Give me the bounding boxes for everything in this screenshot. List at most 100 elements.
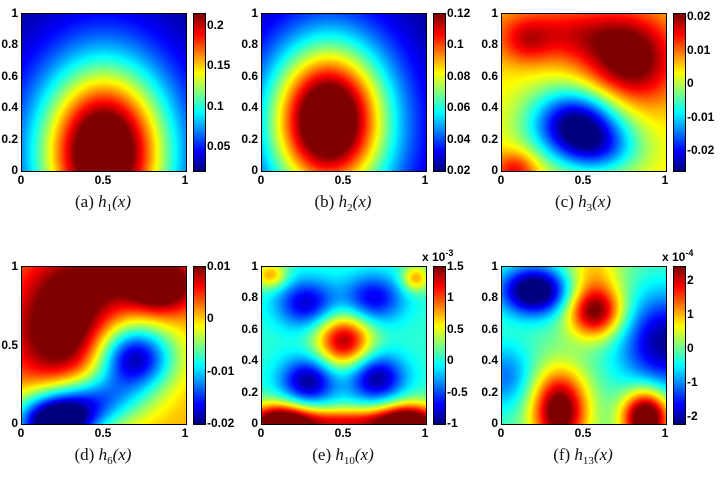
y-tick-label: 0 <box>251 416 258 430</box>
heatmap-f <box>501 266 667 425</box>
colorbar-b <box>433 13 446 172</box>
y-tick-label: 0.2 <box>241 131 258 146</box>
y-tick-label: 1 <box>251 6 258 20</box>
colorbar-tick-label: 0 <box>207 311 214 326</box>
y-tick-label: 0.8 <box>241 290 258 305</box>
colorbar-tick-label: 1 <box>687 306 694 321</box>
heatmap-a <box>21 13 187 172</box>
colorbar-tick-label: 0.01 <box>207 259 231 273</box>
caption-b-sub: 2 <box>347 202 353 214</box>
caption-c: (c) h3(x) <box>480 192 686 214</box>
x-tick-label: 0.5 <box>574 173 592 187</box>
colorbar-tick-label: 0.1 <box>447 37 464 52</box>
caption-d-sub: 6 <box>107 455 113 467</box>
x-tick-label: 1 <box>181 173 189 187</box>
caption-b-func: h <box>338 192 348 211</box>
y-tick-label: 0.5 <box>1 337 18 352</box>
colorbar-exponent-label: x 10-4 <box>662 248 694 264</box>
colorbar-tick-label: 0.02 <box>687 9 711 24</box>
colorbar-tick-label: -2 <box>687 409 698 424</box>
colorbar-tick-label: 0.05 <box>207 138 231 153</box>
y-tick-label: 0 <box>11 163 18 177</box>
colorbar-tick-label: 0.01 <box>687 42 711 57</box>
colorbar-tick-label: -0.01 <box>687 109 715 124</box>
colorbar-tick-label: 2 <box>687 272 694 287</box>
caption-f-sub: 13 <box>582 455 594 467</box>
colorbar-e <box>433 266 446 425</box>
caption-a-index: (a) <box>75 192 99 211</box>
x-tick-label: 0 <box>497 426 505 440</box>
caption-e-func: h <box>335 445 344 464</box>
y-tick-label: 0 <box>251 163 258 177</box>
caption-f-index: (f) <box>553 445 575 464</box>
colorbar-tick-label: 0.1 <box>207 98 224 113</box>
x-tick-label: 1 <box>181 426 189 440</box>
y-tick-label: 1 <box>491 259 498 273</box>
caption-a-sub: 1 <box>106 202 113 214</box>
heatmap-b <box>261 13 427 172</box>
y-tick-label: 0.4 <box>481 353 498 368</box>
y-tick-label: 0 <box>491 416 498 430</box>
caption-d-func: h <box>98 445 108 464</box>
colorbar-tick-label: -0.02 <box>207 416 235 430</box>
caption-a-func: h <box>98 192 107 211</box>
y-tick-label: 1 <box>491 6 498 20</box>
subplot-f: (f) h13(x) 1 0.8 0.6 0.4 0.2 0 0 0.5 1 2 1 0 -1 -2 x 1… <box>480 248 720 480</box>
caption-c-arg: (x) <box>592 192 611 211</box>
colorbar-tick-label: 0.06 <box>447 100 471 115</box>
caption-e-arg: (x) <box>354 445 374 464</box>
y-tick-label: 0.2 <box>481 384 498 399</box>
caption-f-func: h <box>574 445 583 464</box>
heatmap-e <box>261 266 427 425</box>
x-tick-label: 0.5 <box>334 173 352 187</box>
colorbar-tick-label: 0.12 <box>447 6 471 20</box>
colorbar-tick-label: 0.08 <box>447 68 471 83</box>
colorbar-tick-label: 0.02 <box>447 163 471 177</box>
y-tick-label: 0.8 <box>1 37 18 52</box>
caption-b-arg: (x) <box>352 192 372 211</box>
y-tick-label: 0.4 <box>241 100 258 115</box>
colorbar-exponent-label: x 10-3 <box>422 248 454 264</box>
colorbar-tick-label: 0 <box>687 76 694 91</box>
colorbar-tick-label: -0.01 <box>207 363 235 378</box>
colorbar-tick-label: 0 <box>447 353 454 368</box>
y-tick-label: 0.6 <box>241 68 258 83</box>
y-tick-label: 0.6 <box>481 321 498 336</box>
colorbar-c <box>673 13 686 172</box>
colorbar-tick-label: -0.5 <box>447 384 468 399</box>
caption-c-index: (c) <box>555 192 579 211</box>
colorbar-tick-label: 1.5 <box>447 259 464 273</box>
caption-f: (f) h13(x) <box>480 445 686 467</box>
y-tick-label: 0.8 <box>481 290 498 305</box>
x-tick-label: 0 <box>17 173 25 187</box>
colorbar-tick-label: 0 <box>687 340 694 355</box>
x-tick-label: 0.5 <box>94 173 112 187</box>
x-tick-label: 0 <box>497 173 505 187</box>
colorbar-tick-label: 1 <box>447 290 454 305</box>
subplot-e: (e) h10(x) 1 0.8 0.6 0.4 0.2 0 0 0.5 1 1.5 1 0.5 0 -0… <box>240 248 480 480</box>
colorbar-tick-label: -1 <box>687 375 698 390</box>
subplot-a: (a) h1(x) 1 0.8 0.6 0.4 0.2 0 0 0.5 1 0.2 0.15 0.1 0… <box>0 0 240 240</box>
x-tick-label: 1 <box>421 426 429 440</box>
y-tick-label: 0.4 <box>481 100 498 115</box>
y-tick-label: 0.6 <box>241 321 258 336</box>
colorbar-tick-label: -0.02 <box>687 142 715 157</box>
caption-d-arg: (x) <box>112 445 132 464</box>
caption-b-index: (b) <box>314 192 339 211</box>
y-tick-label: 0 <box>491 163 498 177</box>
x-tick-label: 0.5 <box>334 426 352 440</box>
caption-d: (d) h6(x) <box>0 445 206 467</box>
caption-d-index: (d) <box>74 445 99 464</box>
y-tick-label: 0.2 <box>1 131 18 146</box>
y-tick-label: 1 <box>251 259 258 273</box>
caption-e-sub: 10 <box>343 455 355 467</box>
y-tick-label: 0.2 <box>481 131 498 146</box>
colorbar-f <box>673 266 686 425</box>
x-tick-label: 1 <box>661 173 669 187</box>
heatmap-d <box>21 266 187 425</box>
colorbar-tick-label: 0.04 <box>447 131 471 146</box>
y-tick-label: 1 <box>11 259 18 273</box>
y-tick-label: 0.8 <box>481 37 498 52</box>
y-tick-label: 0.4 <box>241 353 258 368</box>
